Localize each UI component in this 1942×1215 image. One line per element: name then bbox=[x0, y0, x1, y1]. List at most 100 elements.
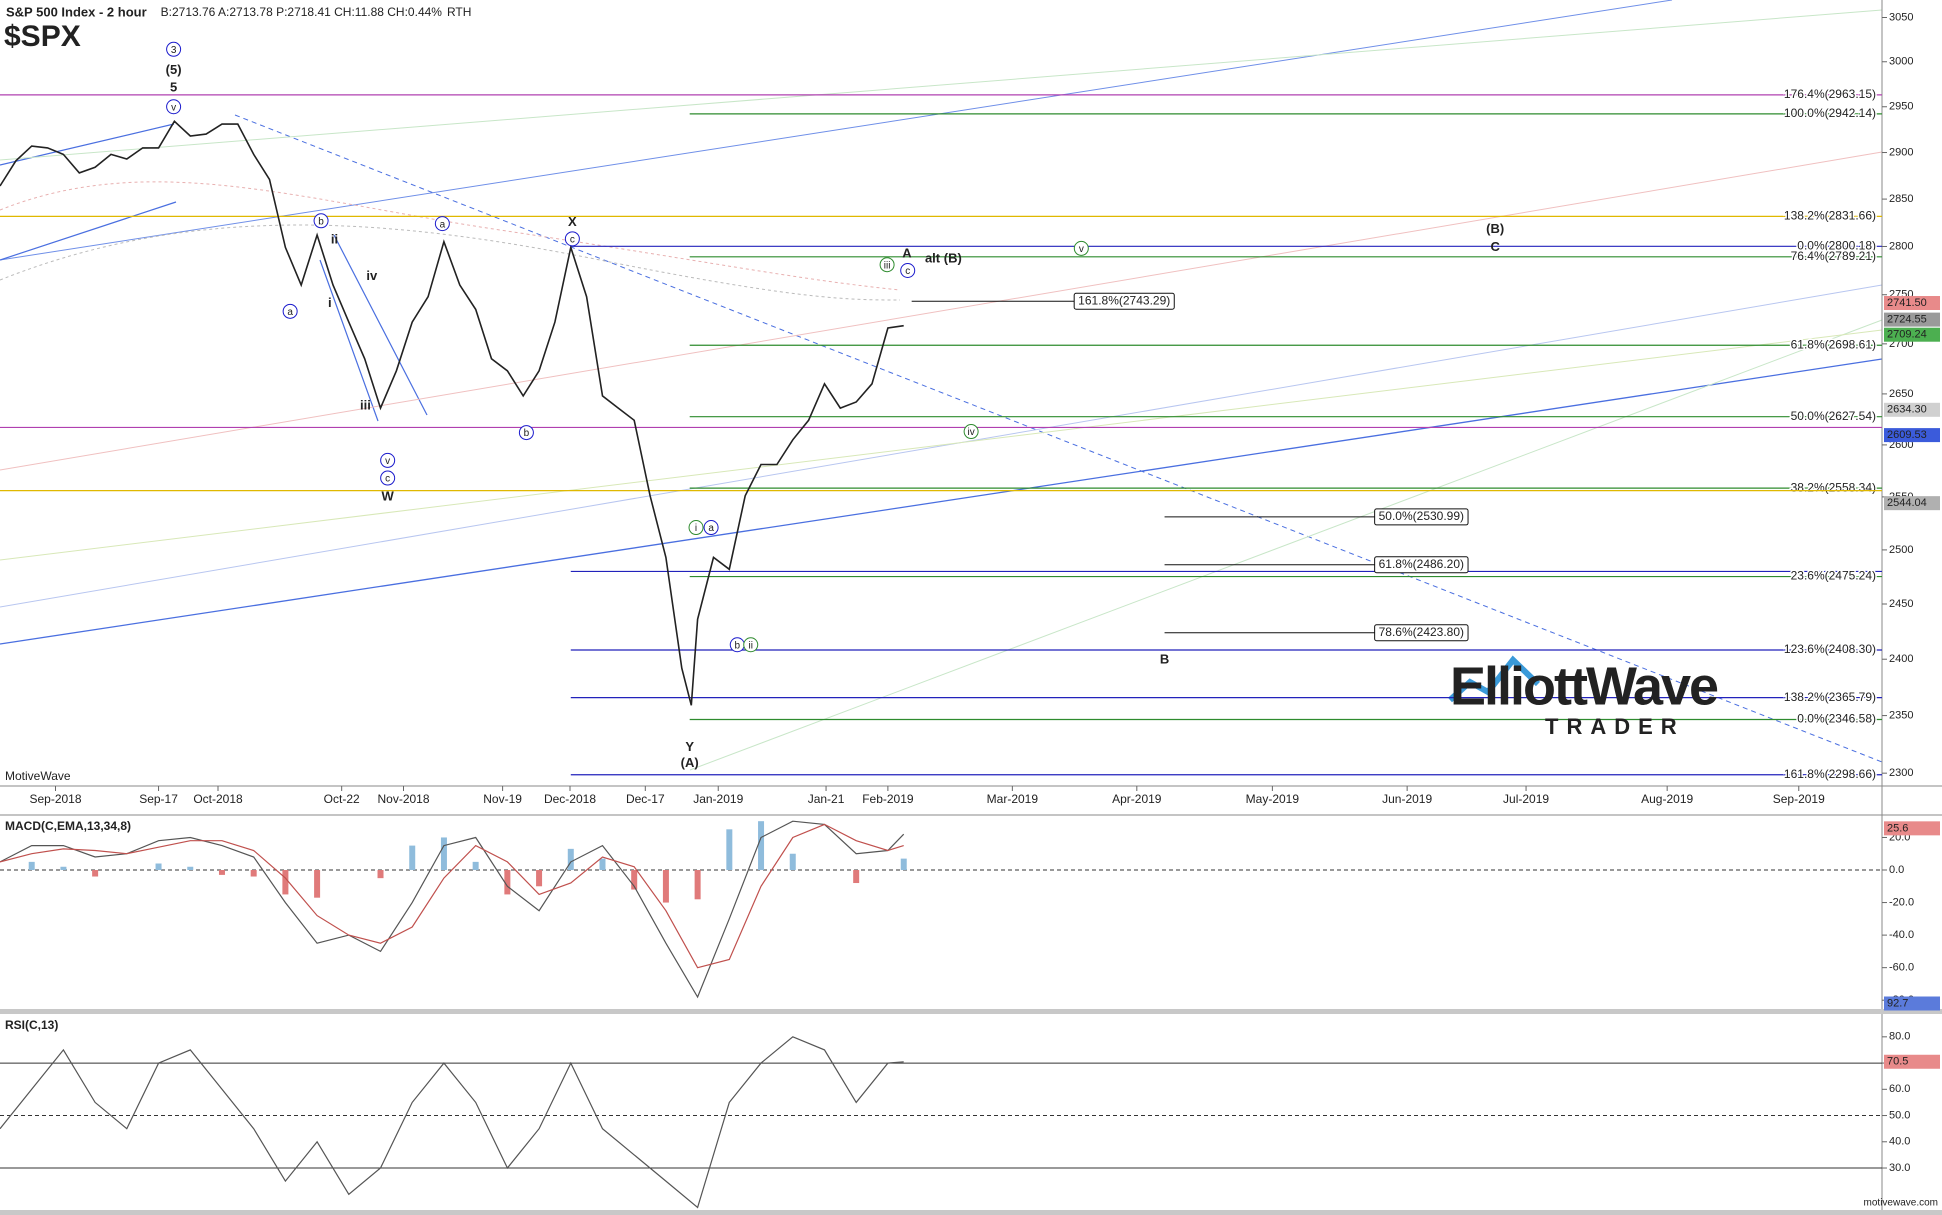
y-tick-label: 2650 bbox=[1889, 388, 1913, 400]
fib-label: 38.2%(2558.34) bbox=[1791, 480, 1876, 494]
wave-label: c bbox=[385, 474, 390, 485]
wave-label: v bbox=[385, 456, 390, 467]
y-tick-label: 60.0 bbox=[1889, 1083, 1910, 1095]
histogram-bar bbox=[187, 866, 194, 871]
wave-label: i bbox=[328, 295, 332, 310]
footer: motivewave.com bbox=[1864, 1198, 1938, 1209]
y-tick-label: 2900 bbox=[1889, 146, 1913, 158]
histogram-bar bbox=[377, 870, 384, 879]
y-tick-label: -60.0 bbox=[1889, 962, 1914, 974]
wave-label: b bbox=[318, 216, 324, 227]
price-tag-label: 70.5 bbox=[1887, 1056, 1908, 1068]
histogram-bar bbox=[567, 848, 574, 871]
fib-label: 138.2%(2831.66) bbox=[1784, 209, 1876, 223]
x-tick-label: Jun-2019 bbox=[1382, 792, 1432, 806]
wave-circle bbox=[743, 637, 759, 653]
price-tag-label: 2544.04 bbox=[1887, 497, 1927, 509]
fib-label: 100.0%(2942.14) bbox=[1784, 106, 1876, 120]
histogram-bar bbox=[599, 858, 606, 871]
fib-label: 61.8%(2698.61) bbox=[1791, 337, 1876, 351]
wave-circle bbox=[313, 213, 329, 229]
price-tag-label: 92.7 bbox=[1887, 997, 1908, 1009]
fib-label: 50.0%(2627.54) bbox=[1791, 409, 1876, 423]
histogram-bar bbox=[662, 870, 669, 903]
histogram-bar bbox=[409, 845, 416, 871]
x-tick-label: Nov-19 bbox=[483, 792, 522, 806]
wave-label: (5) bbox=[166, 62, 182, 77]
histogram-bar bbox=[92, 870, 99, 877]
wave-label: b bbox=[734, 640, 740, 651]
wave-label: c bbox=[570, 234, 575, 245]
fib-label: 161.8%(2298.66) bbox=[1784, 767, 1876, 781]
projection-label: 61.8%(2486.20) bbox=[1379, 557, 1464, 571]
fib-label: 0.0%(2800.18) bbox=[1797, 238, 1876, 252]
wave-circle bbox=[380, 452, 396, 468]
price-tag bbox=[1884, 821, 1940, 836]
price-tag-label: 2634.30 bbox=[1887, 404, 1927, 416]
series-line bbox=[0, 820, 905, 999]
x-tick-label: Sep-2018 bbox=[29, 792, 81, 806]
histogram-bar bbox=[28, 861, 35, 871]
wave-label: Y bbox=[685, 739, 694, 754]
wave-label: (A) bbox=[681, 755, 699, 770]
trend-line bbox=[0, 284, 1883, 608]
histogram-bar bbox=[472, 861, 479, 871]
projection-box bbox=[1374, 508, 1469, 526]
price-tag-label: 2709.24 bbox=[1887, 329, 1927, 341]
wave-circle bbox=[564, 231, 580, 247]
histogram-bar bbox=[314, 870, 321, 898]
panel-separator bbox=[0, 1009, 1942, 1014]
trend-line bbox=[319, 259, 379, 422]
trend-line bbox=[333, 234, 428, 416]
y-tick-label: 2850 bbox=[1889, 193, 1913, 205]
fib-label: 138.2%(2365.79) bbox=[1784, 690, 1876, 704]
projection-label: 161.8%(2743.29) bbox=[1078, 293, 1170, 307]
fib-label: 76.4%(2789.21) bbox=[1791, 249, 1876, 263]
x-tick-label: Mar-2019 bbox=[987, 792, 1039, 806]
trend-line bbox=[0, 358, 1883, 645]
y-tick-label: 2450 bbox=[1889, 598, 1913, 610]
wave-circle bbox=[688, 520, 704, 536]
y-tick-label: 40.0 bbox=[1889, 1136, 1910, 1148]
y-tick-label: 3050 bbox=[1889, 11, 1913, 23]
price-tag bbox=[1884, 296, 1940, 311]
symbol: $SPX bbox=[4, 20, 81, 53]
session: RTH bbox=[447, 5, 471, 19]
wave-label: (B) bbox=[1486, 221, 1504, 236]
moving-average bbox=[0, 181, 901, 291]
y-tick-label: 50.0 bbox=[1889, 1109, 1910, 1121]
wave-label: iii bbox=[884, 260, 891, 271]
projection-box bbox=[1073, 292, 1175, 310]
histogram-bar bbox=[282, 870, 289, 895]
x-tick-label: Jan-21 bbox=[808, 792, 845, 806]
x-tick-label: Dec-2018 bbox=[544, 792, 596, 806]
logo-title: ElliottWave bbox=[1450, 656, 1718, 716]
histogram-bar bbox=[155, 863, 162, 871]
wave-label: iv bbox=[366, 268, 378, 283]
y-tick-label: 80.0 bbox=[1889, 1031, 1910, 1043]
price-tag bbox=[1884, 496, 1940, 511]
y-tick-label: -40.0 bbox=[1889, 929, 1914, 941]
price-tag bbox=[1884, 327, 1940, 342]
chart-title: S&P 500 Index - 2 hour bbox=[6, 4, 147, 19]
trend-line bbox=[0, 201, 177, 261]
y-tick-label: 30.0 bbox=[1889, 1162, 1910, 1174]
logo-wave bbox=[1447, 655, 1541, 703]
logo-subtitle: TRADER bbox=[1545, 714, 1685, 739]
x-tick-label: May-2019 bbox=[1246, 792, 1300, 806]
y-tick-label: 2950 bbox=[1889, 101, 1913, 113]
wave-circle bbox=[166, 41, 182, 57]
fib-label: 23.6%(2475.24) bbox=[1791, 569, 1876, 583]
wave-label: ii bbox=[749, 640, 753, 651]
series-line bbox=[0, 823, 904, 969]
price-tag bbox=[1884, 1054, 1940, 1069]
histogram-bar bbox=[218, 870, 225, 875]
wave-label: B bbox=[1160, 652, 1169, 667]
quote: B:2713.76 A:2713.78 P:2718.41 CH:11.88 C… bbox=[161, 5, 443, 19]
x-tick-label: Jul-2019 bbox=[1503, 792, 1549, 806]
histogram-bar bbox=[440, 837, 447, 871]
wave-label: 3 bbox=[171, 45, 177, 56]
y-tick-label: -20.0 bbox=[1889, 896, 1914, 908]
wave-label: X bbox=[568, 214, 577, 229]
histogram-bar bbox=[536, 870, 543, 887]
